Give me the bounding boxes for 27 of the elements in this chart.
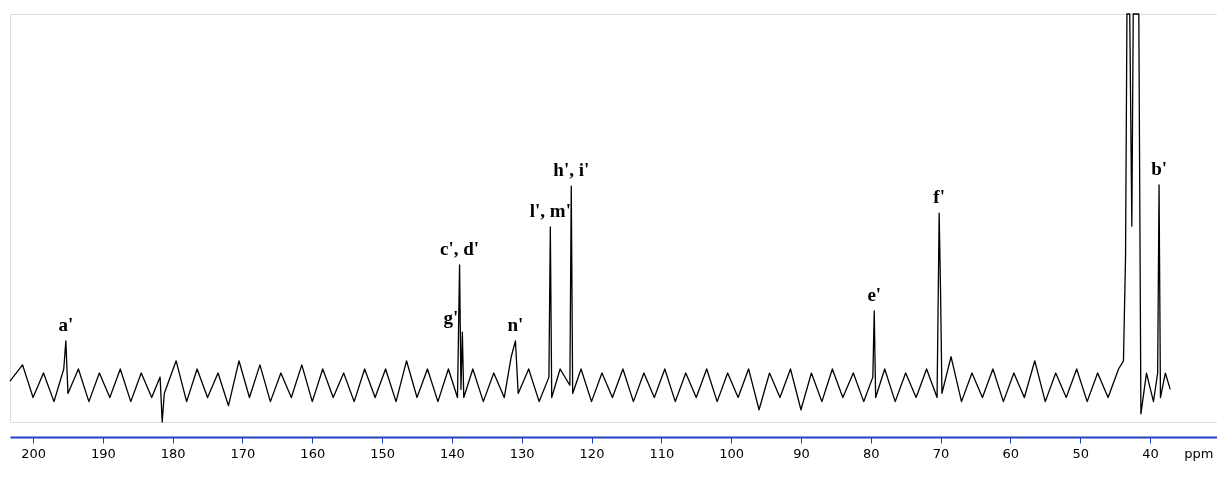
- x-tick-label: 100: [719, 445, 745, 461]
- x-tick-label: 70: [932, 445, 950, 461]
- annotation: a': [58, 313, 74, 335]
- x-tick-label: 160: [300, 445, 326, 461]
- x-tick-label: 130: [509, 445, 535, 461]
- annotation: l', m': [529, 199, 571, 221]
- x-tick-label: 190: [90, 445, 116, 461]
- x-tick-label: 140: [439, 445, 465, 461]
- x-tick-label: 170: [230, 445, 256, 461]
- x-axis-title: ppm: [1184, 445, 1214, 461]
- x-tick-label: 60: [1002, 445, 1020, 461]
- x-tick-label: 200: [21, 445, 46, 461]
- annotation: f': [933, 186, 945, 208]
- annotation: h', i': [553, 159, 590, 181]
- x-tick-label: 180: [160, 445, 186, 461]
- annotation: b': [1151, 157, 1167, 179]
- x-tick-label: 90: [793, 445, 810, 461]
- x-tick-label: 110: [649, 445, 675, 461]
- x-tick-label: 40: [1142, 445, 1159, 461]
- annotation: e': [867, 284, 882, 306]
- annotation: g': [443, 307, 459, 329]
- annotation: n': [507, 313, 524, 335]
- annotation: c', d': [440, 237, 480, 259]
- x-tick-label: 120: [579, 445, 605, 461]
- x-tick-label: 80: [862, 445, 880, 461]
- x-tick-label: 50: [1072, 445, 1089, 461]
- x-tick-label: 150: [370, 445, 395, 461]
